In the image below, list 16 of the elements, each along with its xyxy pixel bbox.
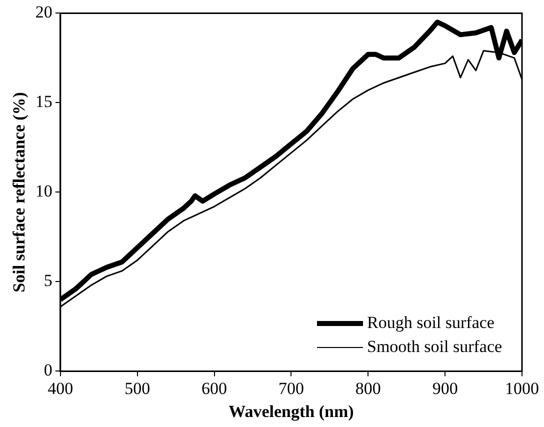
legend-label: Smooth soil surface [367, 337, 502, 358]
y-tick-label: 10 [35, 182, 52, 201]
x-tick-label: 700 [278, 378, 304, 398]
x-tick-label: 600 [202, 378, 228, 398]
x-tick-label: 800 [355, 378, 381, 398]
x-tick-label: 400 [48, 378, 74, 398]
x-tick-label: 500 [124, 378, 150, 398]
x-tick-label: 1000 [505, 378, 539, 398]
x-axis-title: Wavelength (nm) [228, 402, 354, 422]
y-tick-label: 0 [44, 360, 52, 380]
y-axis-title: Soil surface reflectance (%) [10, 92, 29, 292]
y-tick-label: 15 [35, 92, 52, 112]
legend-label: Rough soil surface [367, 313, 494, 334]
y-tick-label: 20 [35, 2, 52, 22]
x-tick-label: 900 [432, 378, 458, 398]
y-tick-label: 5 [44, 271, 52, 290]
